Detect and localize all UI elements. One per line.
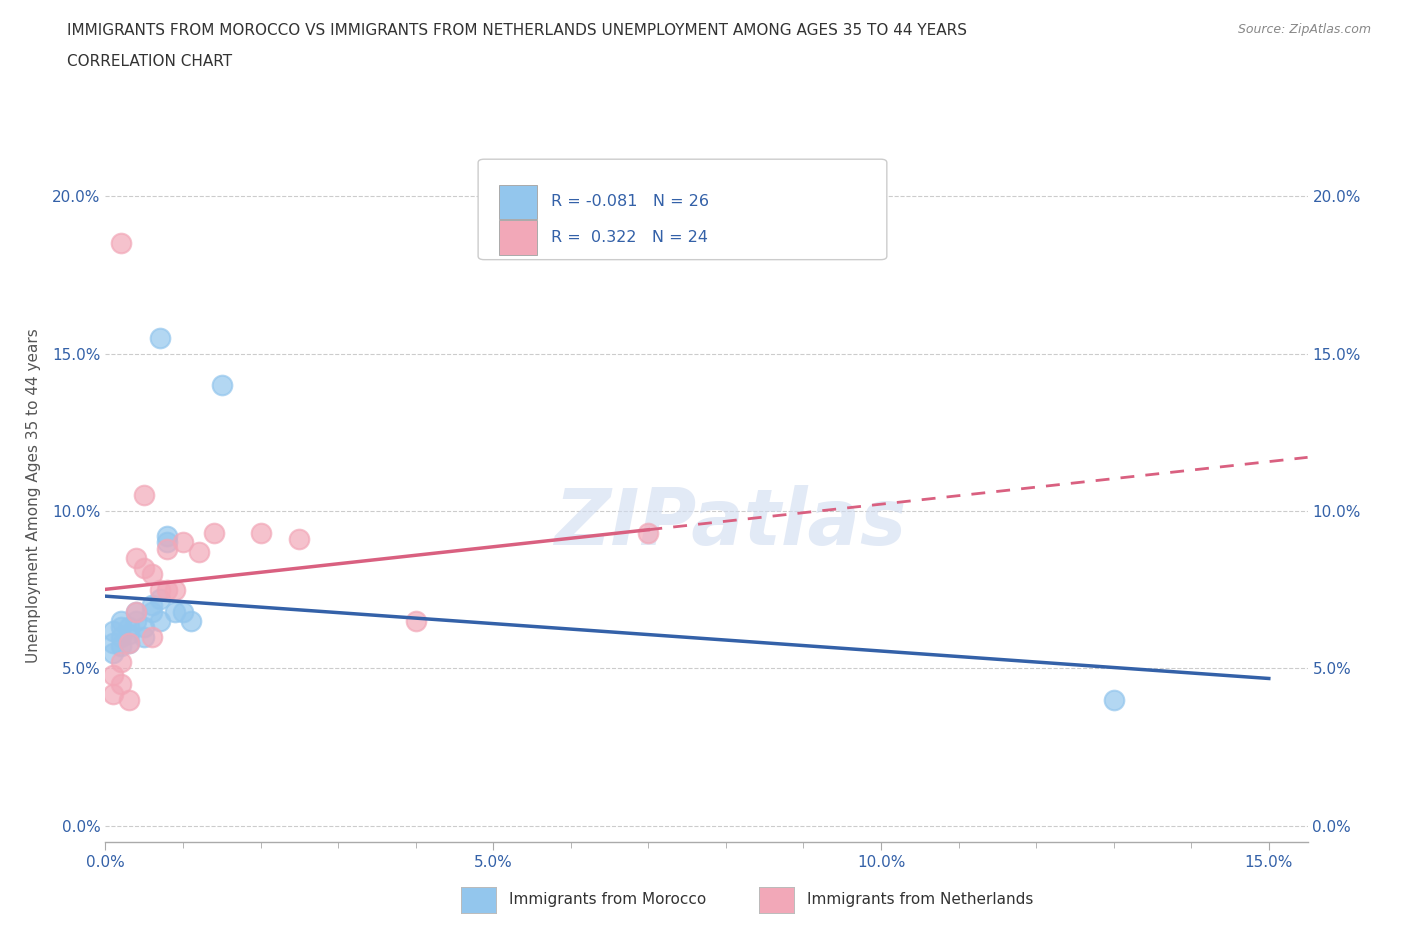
Point — [125, 551, 148, 565]
Bar — [499, 220, 537, 255]
Point — [118, 627, 141, 642]
Point — [103, 668, 125, 683]
Point — [110, 639, 132, 654]
Point — [110, 677, 132, 692]
Point — [110, 236, 132, 251]
Point — [134, 560, 156, 575]
Point — [118, 636, 141, 651]
Point — [110, 655, 132, 670]
Point — [149, 330, 172, 345]
Point — [103, 636, 125, 651]
Point — [637, 525, 659, 540]
Point — [134, 488, 156, 503]
Point — [180, 614, 202, 629]
FancyBboxPatch shape — [478, 159, 887, 259]
Point — [172, 604, 194, 619]
Point — [134, 630, 156, 644]
Point — [110, 630, 132, 644]
Point — [149, 614, 172, 629]
Point — [141, 566, 163, 581]
Point — [141, 630, 163, 644]
Point — [156, 541, 179, 556]
Text: IMMIGRANTS FROM MOROCCO VS IMMIGRANTS FROM NETHERLANDS UNEMPLOYMENT AMONG AGES 3: IMMIGRANTS FROM MOROCCO VS IMMIGRANTS FR… — [67, 23, 967, 38]
Point — [156, 535, 179, 550]
Point — [141, 598, 163, 613]
Point — [125, 604, 148, 619]
Text: R =  0.322   N = 24: R = 0.322 N = 24 — [551, 230, 709, 245]
Point — [211, 378, 233, 392]
Point — [156, 529, 179, 544]
Text: Immigrants from Netherlands: Immigrants from Netherlands — [807, 892, 1033, 907]
Point — [125, 614, 148, 629]
Point — [125, 604, 148, 619]
Point — [141, 604, 163, 619]
Text: R = -0.081   N = 26: R = -0.081 N = 26 — [551, 194, 710, 209]
Point — [165, 604, 187, 619]
Point — [1102, 693, 1125, 708]
Point — [118, 636, 141, 651]
Point — [187, 544, 209, 559]
Point — [103, 686, 125, 701]
Point — [110, 620, 132, 635]
Text: ZIPatlas: ZIPatlas — [554, 485, 907, 561]
Point — [149, 591, 172, 606]
Y-axis label: Unemployment Among Ages 35 to 44 years: Unemployment Among Ages 35 to 44 years — [27, 328, 41, 662]
Bar — [499, 185, 537, 219]
Point — [405, 614, 427, 629]
Point — [149, 582, 172, 597]
Point — [249, 525, 271, 540]
Point — [110, 614, 132, 629]
Point — [134, 620, 156, 635]
Point — [202, 525, 225, 540]
Point — [288, 532, 311, 547]
Point — [103, 645, 125, 660]
Point — [118, 620, 141, 635]
Text: Immigrants from Morocco: Immigrants from Morocco — [509, 892, 706, 907]
Point — [156, 582, 179, 597]
Point — [165, 582, 187, 597]
Point — [103, 623, 125, 638]
Point — [172, 535, 194, 550]
Text: CORRELATION CHART: CORRELATION CHART — [67, 54, 232, 69]
Text: Source: ZipAtlas.com: Source: ZipAtlas.com — [1237, 23, 1371, 36]
Point — [118, 693, 141, 708]
